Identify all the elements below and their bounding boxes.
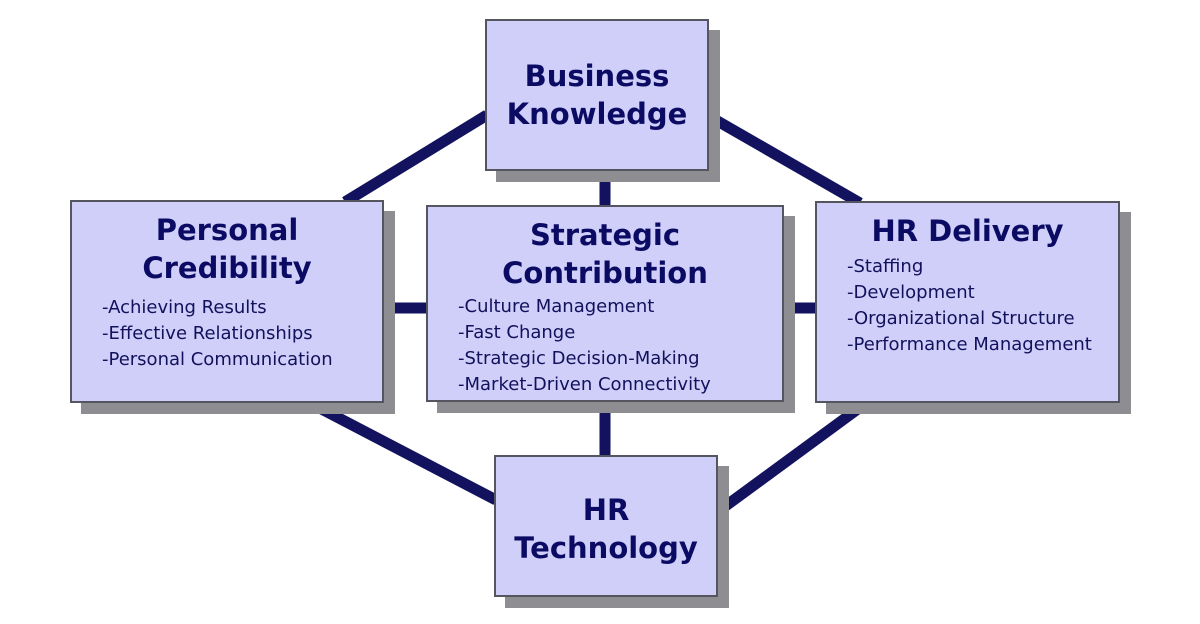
strategic-contribution-box: Strategic Contribution -Culture Manageme… <box>426 205 784 402</box>
list-item: -Fast Change <box>458 322 576 343</box>
list-item: -Market-Driven Connectivity <box>458 374 711 395</box>
title-line: Contribution <box>502 256 708 290</box>
list-item: -Strategic Decision-Making <box>458 348 700 369</box>
title-line: Technology <box>514 531 698 565</box>
title-line: Business <box>524 59 670 93</box>
strategic-contribution-title: Strategic Contribution <box>428 216 782 292</box>
strategic-contribution-list: -Culture Management -Fast Change -Strate… <box>428 294 782 398</box>
list-item: -Development <box>847 282 975 303</box>
connector-hr-delivery-to-hr-technology <box>712 398 870 518</box>
list-item: -Organizational Structure <box>847 308 1075 329</box>
business-knowledge-box: Business Knowledge <box>485 19 709 171</box>
list-item: -Effective Relationships <box>102 323 313 344</box>
personal-credibility-box: Personal Credibility -Achieving Results … <box>70 200 384 403</box>
hr-delivery-list: -Staffing -Development -Organizational S… <box>817 254 1118 358</box>
title-line: Knowledge <box>506 97 688 131</box>
hr-delivery-box: HR Delivery -Staffing -Development -Orga… <box>815 201 1120 403</box>
hr-technology-box: HR Technology <box>494 455 718 597</box>
list-item: -Culture Management <box>458 296 655 317</box>
list-item: -Personal Communication <box>102 349 333 370</box>
title-line: Credibility <box>142 251 312 285</box>
title-line: HR <box>582 493 630 527</box>
hr-delivery-title: HR Delivery <box>817 212 1118 250</box>
title-line: Strategic <box>529 218 681 252</box>
list-item: -Performance Management <box>847 334 1092 355</box>
personal-credibility-list: -Achieving Results -Effective Relationsh… <box>72 295 382 373</box>
business-knowledge-title: Business Knowledge <box>487 57 707 133</box>
list-item: -Achieving Results <box>102 297 267 318</box>
connector-personal-to-hr-technology <box>307 398 499 505</box>
title-line: Personal <box>155 213 299 247</box>
hr-technology-title: HR Technology <box>496 491 716 567</box>
connector-business-to-hr-delivery <box>704 110 863 208</box>
personal-credibility-title: Personal Credibility <box>72 211 382 287</box>
title-line: HR Delivery <box>871 214 1064 248</box>
list-item: -Staffing <box>847 256 924 277</box>
connector-business-to-personal <box>342 110 490 207</box>
